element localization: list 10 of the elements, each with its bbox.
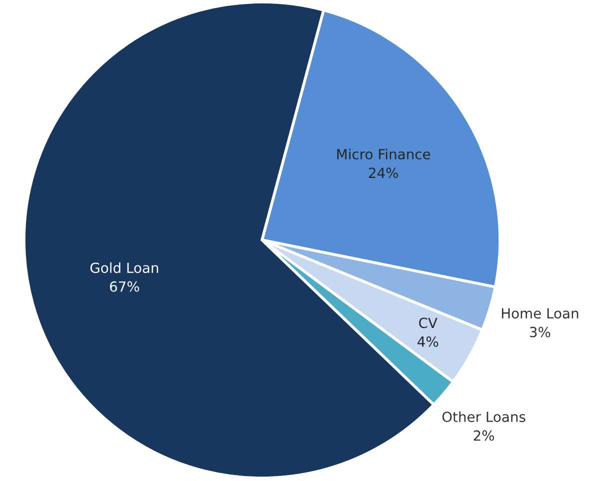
data-label: 67% bbox=[110, 281, 140, 292]
data-label: 24% bbox=[368, 168, 398, 178]
slice-label: CV bbox=[419, 318, 438, 328]
slice-label: Micro Finance bbox=[337, 148, 430, 160]
data-label: 2% bbox=[474, 430, 494, 441]
data-label: 4% bbox=[418, 336, 438, 347]
data-label: 3% bbox=[530, 326, 550, 338]
slice-label: Home Loan bbox=[502, 308, 578, 319]
slice-label: Gold Loan bbox=[90, 262, 158, 274]
slice-label: Other Loans bbox=[442, 411, 526, 422]
